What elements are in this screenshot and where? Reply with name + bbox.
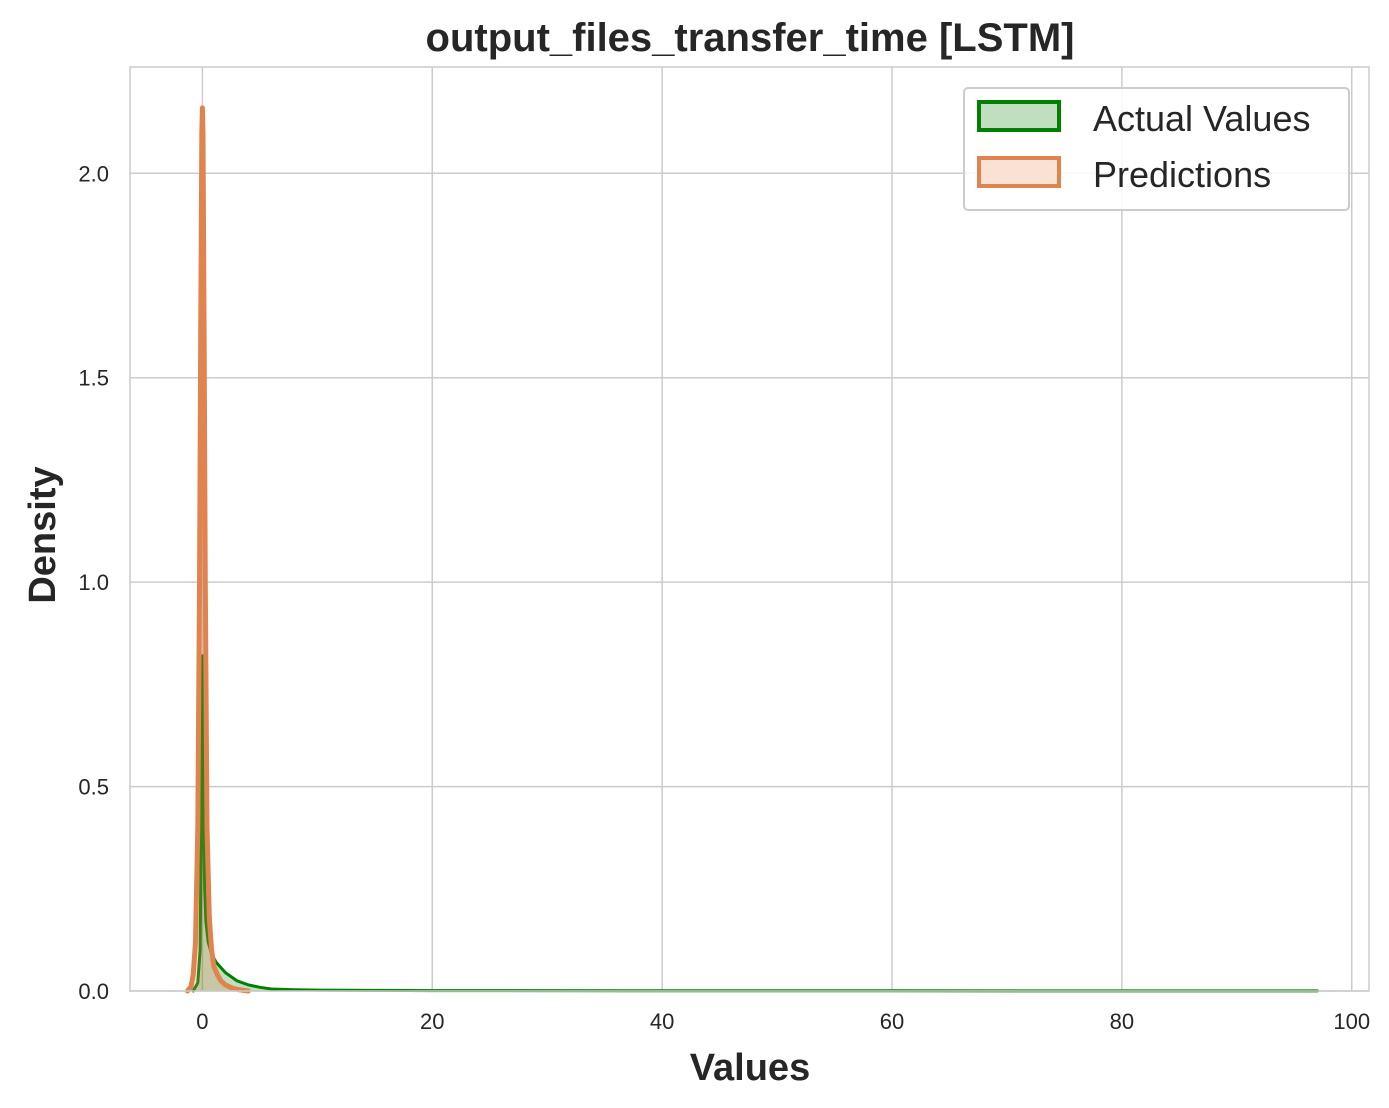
x-tick-label: 60: [880, 1009, 904, 1034]
plot-frame: [129, 66, 1370, 992]
x-axis-label: Values: [690, 1047, 810, 1089]
y-tick-label: 0.0: [78, 979, 109, 1004]
series-area-actual-values: [193, 655, 1318, 991]
y-tick-label: 0.5: [78, 775, 109, 800]
x-tick-label: 40: [650, 1009, 674, 1034]
legend-label-predictions: Predictions: [1093, 154, 1271, 195]
series-line-actual-values: [191, 654, 1319, 993]
y-tick-label: 1.0: [78, 570, 109, 595]
y-tick-label: 2.0: [78, 161, 109, 186]
legend-label-actual-values: Actual Values: [1093, 98, 1310, 139]
x-tick-label: 80: [1110, 1009, 1134, 1034]
ticks: 0 20 40 60 80 100 0.0 0.5 1.0 1.5 2.0: [78, 161, 1370, 1034]
legend-swatch-actual-values: [977, 100, 1061, 132]
legend-swatch-predictions: [977, 156, 1061, 188]
series-layer: [184, 105, 1319, 994]
y-axis-label: Density: [22, 466, 64, 603]
x-tick-label: 0: [196, 1009, 208, 1034]
x-tick-label: 100: [1333, 1009, 1370, 1034]
x-tick-label: 20: [420, 1009, 444, 1034]
series-line-predictions: [184, 105, 251, 994]
chart-title: output_files_transfer_time [LSTM]: [426, 16, 1075, 60]
y-tick-label: 1.5: [78, 366, 109, 391]
legend: Actual Values Predictions: [963, 87, 1350, 211]
